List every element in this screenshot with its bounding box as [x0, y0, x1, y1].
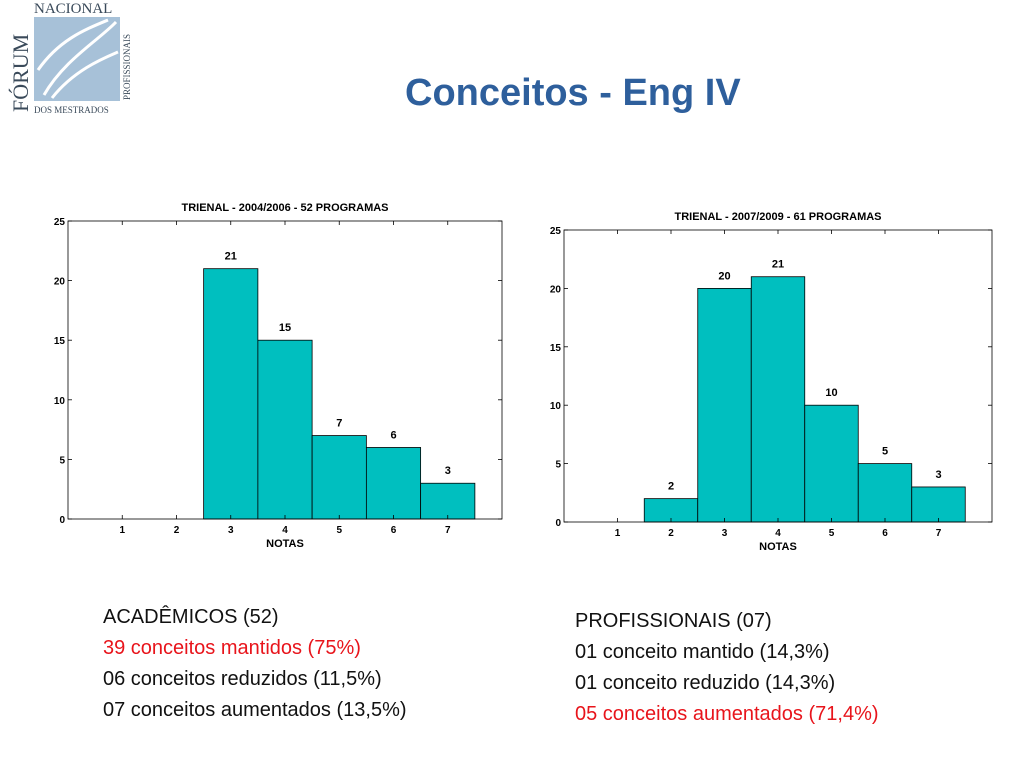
- x-tick-label-5: 5: [829, 528, 835, 539]
- academic-stats: ACADÊMICOS (52) 39 conceitos mantidos (7…: [103, 602, 407, 726]
- logo-bottom-text: DOS MESTRADOS: [34, 105, 109, 115]
- y-tick-label-10: 10: [54, 396, 66, 407]
- y-tick-label-10: 10: [550, 401, 562, 412]
- bar-5: [804, 404, 859, 523]
- x-tick-label-7: 7: [936, 528, 942, 539]
- academic-heading: ACADÊMICOS (52): [103, 606, 279, 628]
- x-tick-label-2: 2: [174, 525, 180, 536]
- data-label-7: 3: [445, 465, 451, 477]
- academic-reduced: 06 conceitos reduzidos (11,5%): [103, 668, 382, 690]
- bar-7: [420, 482, 476, 520]
- histogram-2007-2009: TRIENAL - 2007/2009 - 61 PROGRAMAS220211…: [550, 211, 993, 553]
- histogram-2004-2006: TRIENAL - 2004/2006 - 52 PROGRAMAS211576…: [54, 202, 503, 550]
- data-label-4: 15: [279, 322, 291, 334]
- x-tick-label-5: 5: [336, 525, 342, 536]
- chart-title: TRIENAL - 2004/2006 - 52 PROGRAMAS: [181, 202, 388, 214]
- x-tick-label-2: 2: [668, 528, 674, 539]
- logo-vertical-text: PROFISSIONAIS: [122, 34, 132, 100]
- bar-3: [203, 268, 259, 520]
- data-label-4: 21: [772, 259, 784, 271]
- x-tick-label-1: 1: [119, 525, 125, 536]
- data-label-5: 7: [336, 418, 342, 430]
- x-axis-label: NOTAS: [266, 538, 304, 550]
- data-label-5: 10: [825, 387, 837, 399]
- data-label-6: 6: [390, 429, 396, 441]
- x-tick-label-6: 6: [391, 525, 397, 536]
- logo-swirl-icon: [36, 18, 119, 99]
- data-label-3: 21: [225, 251, 237, 263]
- x-tick-label-4: 4: [775, 528, 781, 539]
- y-tick-label-15: 15: [550, 343, 562, 354]
- y-tick-label-20: 20: [54, 277, 66, 288]
- bar-7: [911, 486, 966, 523]
- y-tick-label-20: 20: [550, 284, 562, 295]
- professional-maintained: 01 conceito mantido (14,3%): [575, 641, 830, 663]
- x-tick-label-3: 3: [722, 528, 728, 539]
- x-tick-label-6: 6: [882, 528, 888, 539]
- page-title: Conceitos - Eng IV: [405, 72, 741, 114]
- chart-title: TRIENAL - 2007/2009 - 61 PROGRAMAS: [674, 211, 881, 223]
- bar-5: [311, 435, 367, 520]
- professional-stats: PROFISSIONAIS (07) 01 conceito mantido (…: [575, 606, 879, 730]
- y-tick-label-5: 5: [555, 460, 561, 471]
- professional-reduced: 01 conceito reduzido (14,3%): [575, 672, 836, 694]
- professional-increased: 05 conceitos aumentados (71,4%): [575, 703, 879, 725]
- y-tick-label-5: 5: [59, 455, 65, 466]
- bar-4: [257, 339, 313, 520]
- professional-heading: PROFISSIONAIS (07): [575, 610, 772, 632]
- bar-3: [697, 288, 752, 523]
- data-label-6: 5: [882, 446, 888, 458]
- y-tick-label-0: 0: [59, 515, 65, 526]
- y-tick-label-25: 25: [550, 226, 562, 237]
- x-tick-label-3: 3: [228, 525, 234, 536]
- logo-top-text: NACIONAL: [34, 1, 112, 17]
- bar-4: [750, 276, 806, 523]
- bar-6: [365, 447, 422, 520]
- y-tick-label-25: 25: [54, 217, 66, 228]
- bar-6: [857, 463, 913, 523]
- x-axis-label: NOTAS: [759, 541, 797, 553]
- logo-side-text: FÓRUM: [8, 34, 33, 112]
- y-tick-label-0: 0: [555, 518, 561, 529]
- y-tick-label-15: 15: [54, 336, 66, 347]
- x-tick-label-1: 1: [615, 528, 621, 539]
- forum-logo: NACIONAL FÓRUM PROFISSIONAIS DOS MESTRAD…: [8, 1, 132, 115]
- data-label-2: 2: [668, 481, 674, 493]
- data-label-7: 3: [935, 469, 941, 481]
- x-tick-label-7: 7: [445, 525, 451, 536]
- academic-increased: 07 conceitos aumentados (13,5%): [103, 699, 407, 721]
- x-tick-label-4: 4: [282, 525, 288, 536]
- academic-maintained: 39 conceitos mantidos (75%): [103, 637, 361, 659]
- data-label-3: 20: [718, 270, 730, 282]
